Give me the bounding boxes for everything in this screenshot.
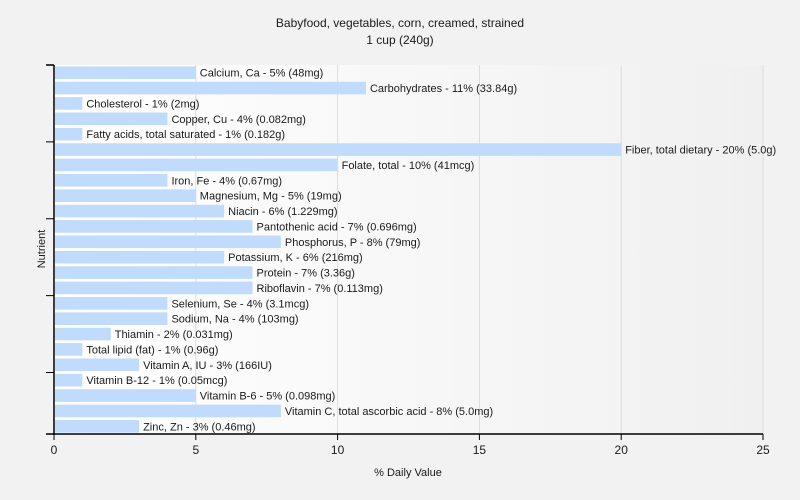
bar-label: Thiamin - 2% (0.031mg) (115, 329, 233, 341)
bar-label: Copper, Cu - 4% (0.082mg) (171, 114, 306, 126)
bar-label: Folate, total - 10% (41mcg) (342, 160, 475, 172)
bar-label: Vitamin B-12 - 1% (0.05mcg) (86, 375, 227, 387)
bar (55, 204, 225, 218)
axes: 0 5 10 15 20 25 (46, 64, 770, 457)
x-tick-label: 5 (192, 443, 199, 457)
bar-label: Iron, Fe - 4% (0.67mg) (171, 175, 282, 187)
y-axis-title: Nutrient (36, 230, 48, 269)
bar (55, 266, 253, 279)
bar (55, 97, 83, 110)
bar-label: Vitamin B-6 - 5% (0.098mg) (200, 391, 336, 403)
x-tick-label: 25 (756, 443, 770, 457)
chart-subtitle: 1 cup (240g) (366, 33, 433, 47)
bar (55, 127, 83, 141)
bar-label: Vitamin A, IU - 3% (166IU) (143, 360, 272, 372)
bar-label: Magnesium, Mg - 5% (19mg) (200, 191, 342, 203)
chart-title: Babyfood, vegetables, corn, creamed, str… (276, 16, 524, 30)
bar (55, 81, 366, 95)
bar-label: Phosphorus, P - 8% (79mg) (285, 237, 421, 249)
bar-label: Total lipid (fat) - 1% (0.96g) (86, 344, 218, 356)
bar (55, 420, 140, 433)
gridlines (195, 65, 764, 434)
bar-label: Fiber, total dietary - 20% (5.0g) (625, 145, 776, 157)
bar (55, 250, 225, 264)
bar (55, 358, 140, 372)
bar-label: Carbohydrates - 11% (33.84g) (370, 83, 517, 95)
bar (55, 66, 196, 79)
bar-label: Zinc, Zn - 3% (0.46mg) (143, 421, 255, 433)
bar (55, 281, 253, 295)
bar-label: Pantothenic acid - 7% (0.696mg) (257, 221, 417, 233)
bar (55, 312, 168, 325)
bar (55, 158, 338, 172)
bar (55, 373, 83, 387)
x-axis-title: % Daily Value (374, 467, 442, 479)
bar (55, 389, 196, 402)
bar (55, 189, 196, 202)
bar-label: Calcium, Ca - 5% (48mg) (200, 68, 323, 80)
bar-label: Protein - 7% (3.36g) (257, 268, 355, 280)
bar-label: Riboflavin - 7% (0.113mg) (257, 283, 383, 295)
bar (55, 143, 622, 156)
x-tick-label: 0 (51, 443, 58, 457)
bar (55, 343, 83, 356)
bar (55, 327, 111, 341)
bar-label: Potassium, K - 6% (216mg) (228, 252, 363, 264)
x-tick-label: 10 (331, 443, 345, 457)
bar (55, 220, 253, 233)
bar (55, 112, 168, 126)
bar-label: Fatty acids, total saturated - 1% (0.182… (86, 129, 285, 141)
bar (55, 297, 168, 310)
bar-label: Cholesterol - 1% (2mg) (86, 98, 199, 110)
bar-label: Selenium, Se - 4% (3.1mcg) (171, 298, 309, 310)
plot-area (54, 65, 763, 434)
x-tick-label: 20 (615, 443, 629, 457)
bar-label: Sodium, Na - 4% (103mg) (171, 314, 298, 326)
bars: Calcium, Ca - 5% (48mg) Carbohydrates - 1… (55, 66, 776, 433)
bar-label: Niacin - 6% (1.229mg) (228, 206, 337, 218)
bar (55, 174, 168, 187)
bar-label: Vitamin C, total ascorbic acid - 8% (5.0… (285, 406, 493, 418)
x-tick-label: 15 (473, 443, 487, 457)
bar (55, 235, 281, 249)
bar (55, 404, 281, 418)
